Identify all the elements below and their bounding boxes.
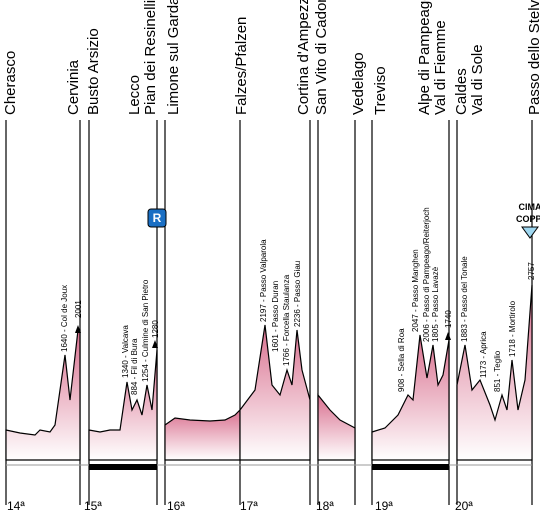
climbs: 1640 - Col de Joux 2001 1340 - Valcava 8…: [60, 207, 536, 395]
town: Cervinia: [65, 59, 82, 115]
cima-label: CIMA: [519, 202, 540, 212]
climb-label: 1740: [444, 310, 453, 328]
stage-number: 20ª: [455, 499, 473, 513]
town: Busto Arsizio: [85, 28, 102, 115]
town: Lecco: [126, 75, 143, 115]
climb-label: 1640 - Col de Joux: [60, 285, 69, 352]
climb-label: 2006 - Passo di Pampeago/Reiterjoch: [422, 207, 431, 342]
stage-number: 18ª: [316, 499, 334, 513]
climb-label: 2236 - Passo Giau: [293, 261, 302, 327]
town: Limone sul Garda: [165, 0, 182, 115]
town: Cherasco: [2, 51, 19, 115]
stage-numbers: 14ª 15ª 16ª 17ª 18ª 19ª 20ª: [7, 499, 473, 513]
town: Passo dello Stelvio: [526, 0, 540, 115]
stage-number: 16ª: [167, 499, 185, 513]
town: Val di Fiemme: [432, 20, 449, 115]
town: Caldes: [453, 68, 470, 115]
climb-label: 1254 - Culmine di San Pietro: [141, 279, 150, 382]
cima-label: COPPI: [516, 214, 540, 224]
town: Pian dei Resinelli: [142, 0, 159, 115]
climb-label: 1601 - Passo Duran: [271, 281, 280, 352]
climb-label: 2757: [527, 262, 536, 280]
climb-label: 1280: [151, 320, 160, 338]
climb-label: 2001: [74, 300, 83, 318]
stage-number: 19ª: [375, 499, 393, 513]
profiles: [5, 284, 533, 470]
climb-label: 1766 - Forcella Staulanza: [282, 274, 291, 366]
climb-label: 1883 - Passo del Tonale: [460, 256, 469, 342]
town: Cortina d'Ampezzo: [295, 0, 312, 115]
town: San Vito di Cadore: [313, 0, 330, 115]
climb-label: 2047 - Passo Manghen: [411, 249, 420, 332]
climb-label: 851 - Teglio: [493, 350, 502, 392]
town: Val di Sole: [469, 44, 486, 115]
towns: Cherasco Cervinia Busto Arsizio Lecco Pi…: [2, 0, 540, 115]
town: Treviso: [372, 66, 389, 115]
cima-coppi: CIMA COPPI: [516, 202, 540, 239]
badge-label: R: [153, 211, 162, 225]
stage-number: 14ª: [7, 499, 25, 513]
climb-label: 884 - Fil di Bura: [130, 338, 139, 395]
town: Falzes/Pfalzen: [233, 17, 250, 115]
climb-label: 1340 - Valcava: [121, 325, 130, 378]
climb-label: 908 - Sella di Roa: [397, 328, 406, 392]
climb-label: 2197 - Passo Valparola: [259, 239, 268, 322]
stage-number: 17ª: [240, 499, 258, 513]
town: Vedelago: [350, 52, 367, 115]
climb-label: 1718 - Mortirolo: [508, 300, 517, 357]
stage-number: 15ª: [84, 499, 102, 513]
climb-label: 1805 - Passo Lavazè: [431, 266, 440, 342]
town: Alpe di Pampeago: [416, 0, 433, 115]
climb-label: 1173 - Aprica: [479, 331, 488, 378]
badge: R: [147, 208, 167, 228]
